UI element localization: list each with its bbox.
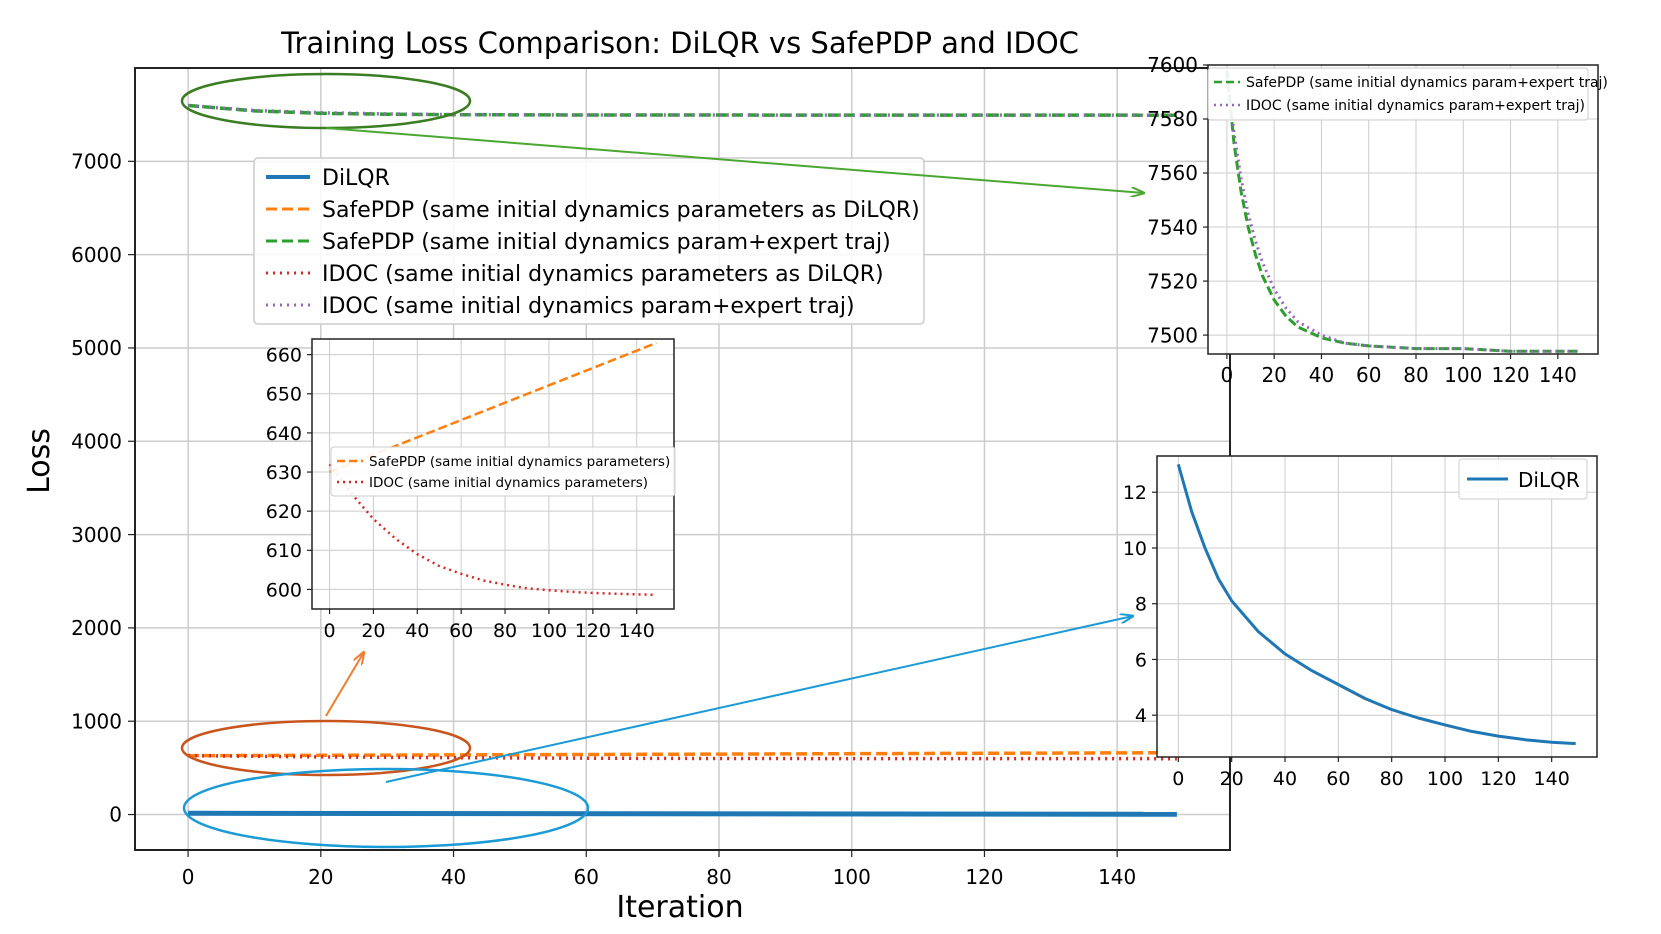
main-x-tick-label: 20 — [308, 865, 333, 889]
inset-middle-x-tick-label: 40 — [405, 620, 429, 642]
main-y-tick-label: 5000 — [71, 336, 122, 360]
inset-top-y-tick-label: 7520 — [1147, 269, 1198, 293]
inset-middle-y-tick-label: 610 — [266, 540, 302, 562]
inset-middle-legend-label-idoc: IDOC (same initial dynamics parameters) — [369, 475, 648, 491]
main-x-tick-label: 80 — [706, 865, 731, 889]
inset-top-x-tick-label: 100 — [1444, 363, 1482, 387]
inset-bottom-x-tick-label: 20 — [1220, 768, 1244, 790]
legend-label-dilqr: DiLQR — [322, 166, 390, 191]
inset-middle-y-tick-label: 650 — [266, 384, 302, 406]
main-legend: DiLQR SafePDP (same initial dynamics par… — [253, 157, 925, 325]
inset-bottom-series-0-line — [1176, 463, 1576, 746]
chart-title: Training Loss Comparison: DiLQR vs SafeP… — [280, 26, 1079, 60]
main-series-0-line — [188, 810, 1177, 817]
inset-middle-y-tick-label: 630 — [266, 462, 302, 484]
zoom-arrow-orange — [325, 652, 364, 717]
inset-top-series-1-line — [1225, 70, 1580, 353]
main-y-tick-label: 0 — [109, 803, 122, 827]
main-x-tick-label: 60 — [574, 865, 599, 889]
inset-middle-x-tick-label: 140 — [619, 620, 655, 642]
x-axis-label: Iteration — [616, 890, 743, 925]
inset-top-x-tick-label: 40 — [1309, 363, 1334, 387]
inset-bottom-x-tick-label: 140 — [1534, 768, 1570, 790]
main-y-tick-label: 7000 — [71, 150, 122, 174]
inset-bottom-legend-box — [1458, 458, 1588, 500]
inset-top-y-tick-label: 7500 — [1147, 323, 1198, 347]
zoom-arrow-green — [325, 127, 1144, 193]
inset-top-y-tick-label: 7540 — [1147, 215, 1198, 239]
inset-top-y-tick-label: 7600 — [1147, 53, 1198, 77]
main-x-tick-label: 100 — [833, 865, 871, 889]
zoom-arrow-blue — [385, 616, 1133, 783]
inset-middle-x-tick-label: 60 — [449, 620, 473, 642]
main-x-tick-label: 40 — [441, 865, 466, 889]
inset-top-x-tick-label: 60 — [1356, 363, 1381, 387]
inset-bottom-x-tick-label: 0 — [1172, 768, 1184, 790]
inset-top-legend-box — [1207, 67, 1589, 121]
inset-bottom-x-tick-label: 40 — [1273, 768, 1297, 790]
inset-middle-y-tick-label: 620 — [266, 501, 302, 523]
inset-middle-x-tick-label: 120 — [575, 620, 611, 642]
inset-middle-x-tick-label: 80 — [493, 620, 517, 642]
inset-bottom-legend: DiLQR — [1458, 458, 1588, 500]
inset-top-series-0-line — [1225, 70, 1580, 353]
inset-bottom-plot-area — [1157, 456, 1597, 757]
legend-label-safepdp-expert: SafePDP (same initial dynamics param+exp… — [322, 230, 891, 255]
inset-middle-legend-box — [330, 446, 676, 497]
inset-bottom-x-tick-label: 80 — [1380, 768, 1404, 790]
inset-bottom-y-tick-label: 6 — [1135, 649, 1147, 671]
inset-middle-legend: SafePDP (same initial dynamics parameter… — [330, 446, 676, 497]
inset-middle-y-tick-label: 600 — [266, 579, 302, 601]
legend-label-idoc-expert: IDOC (same initial dynamics param+expert… — [322, 294, 855, 319]
main-legend-box — [253, 157, 925, 325]
inset-bottom-y-tick-label: 12 — [1123, 482, 1147, 504]
inset-top-x-tick-label: 80 — [1403, 363, 1428, 387]
inset-bottom-y-tick-label: 4 — [1135, 705, 1147, 727]
inset-middle-x-tick-label: 0 — [324, 620, 336, 642]
highlight-ellipse-orange — [180, 719, 472, 777]
inset-top-x-tick-label: 120 — [1491, 363, 1529, 387]
inset-middle-x-tick-label: 100 — [531, 620, 567, 642]
main-y-tick-label: 3000 — [71, 523, 122, 547]
inset-bottom-y-tick-label: 8 — [1135, 594, 1147, 616]
inset-top-legend-label-safepdp: SafePDP (same initial dynamics param+exp… — [1246, 75, 1608, 91]
inset-bottom-x-tick-label: 120 — [1480, 768, 1516, 790]
inset-middle-y-tick-label: 660 — [266, 344, 302, 366]
main-y-tick-label: 1000 — [71, 709, 122, 733]
main-y-tick-label: 4000 — [71, 429, 122, 453]
inset-middle-series-1-line — [328, 463, 657, 597]
main-series-1-line — [188, 750, 1177, 758]
inset-top-x-tick-label: 20 — [1261, 363, 1286, 387]
main-y-tick-label: 2000 — [71, 616, 122, 640]
inset-top-legend-label-idoc: IDOC (same initial dynamics param+expert… — [1246, 98, 1585, 114]
inset-middle-x-tick-label: 20 — [361, 620, 385, 642]
inset-top-frame — [1207, 64, 1599, 355]
main-y-tick-label: 6000 — [71, 243, 122, 267]
main-series-3-line — [188, 753, 1177, 761]
inset-bottom-x-tick-label: 100 — [1427, 768, 1463, 790]
main-x-tick-label: 120 — [965, 865, 1003, 889]
inset-bottom-plot: 0 20 40 60 80 100 120 140 4 6 8 10 12 — [1123, 455, 1598, 790]
legend-label-idoc-same: IDOC (same initial dynamics parameters a… — [322, 262, 884, 287]
inset-top-y-tick-label: 7560 — [1147, 161, 1198, 185]
inset-bottom-legend-label-dilqr: DiLQR — [1518, 468, 1580, 492]
main-x-tick-label: 0 — [182, 865, 195, 889]
inset-bottom-x-tick-label: 60 — [1326, 768, 1350, 790]
inset-top-x-tick-label: 0 — [1221, 363, 1234, 387]
inset-bottom-frame — [1156, 455, 1598, 758]
inset-middle-legend-label-safepdp: SafePDP (same initial dynamics parameter… — [369, 454, 670, 470]
y-axis-label: Loss — [22, 428, 57, 494]
inset-top-y-tick-label: 7580 — [1147, 107, 1198, 131]
inset-top-x-tick-label: 140 — [1539, 363, 1577, 387]
main-series-4-line — [187, 103, 1177, 117]
inset-middle-y-tick-label: 640 — [266, 423, 302, 445]
highlight-ellipse-blue — [182, 767, 590, 849]
inset-top-legend: SafePDP (same initial dynamics param+exp… — [1207, 67, 1608, 121]
inset-bottom-y-tick-label: 10 — [1123, 538, 1147, 560]
legend-label-safepdp-same: SafePDP (same initial dynamics parameter… — [322, 198, 920, 223]
main-x-tick-label: 140 — [1098, 865, 1136, 889]
